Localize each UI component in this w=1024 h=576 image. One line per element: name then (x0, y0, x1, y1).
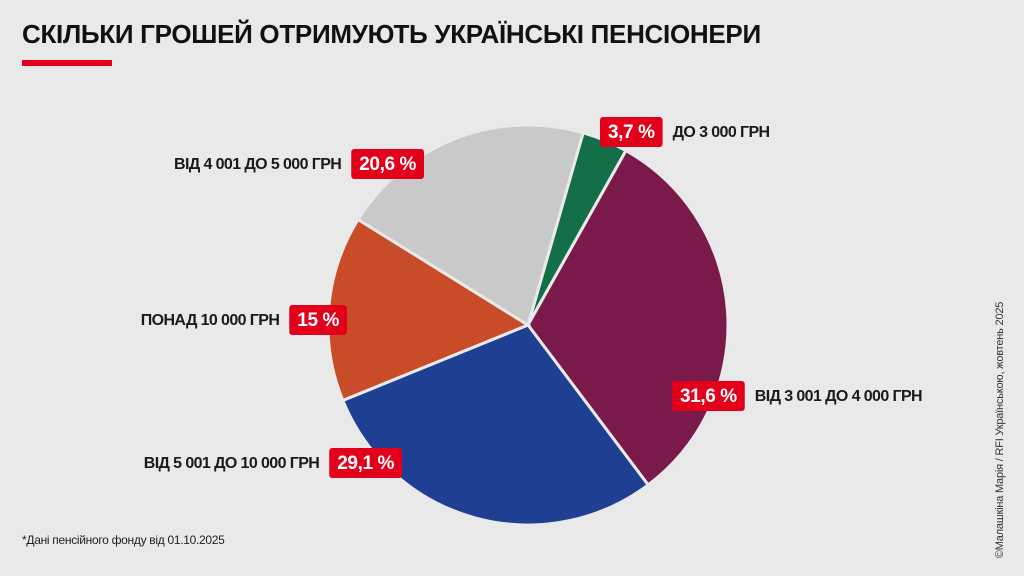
category-label: ВІД 3 001 ДО 4 000 ГРН (755, 388, 922, 405)
chart-title: СКІЛЬКИ ГРОШЕЙ ОТРИМУЮТЬ УКРАЇНСЬКІ ПЕНС… (22, 19, 761, 49)
value-label: 3,7 % (608, 122, 655, 143)
value-label: 31,6 % (680, 386, 737, 407)
value-label: 29,1 % (337, 453, 394, 474)
value-label-box (351, 149, 424, 179)
category-label: ДО 3 000 ГРН (673, 124, 770, 141)
value-label-box (600, 117, 663, 147)
category-label: ПОНАД 10 000 ГРН (141, 312, 280, 329)
footnote: *Дані пенсійного фонду від 01.10.2025 (22, 533, 225, 547)
value-label: 15 % (297, 310, 339, 331)
credit: ©Малашкіна Марія / RFI Українською, жовт… (994, 302, 1006, 558)
category-label: ВІД 4 001 ДО 5 000 ГРН (174, 156, 341, 173)
value-label-box (329, 448, 402, 478)
category-label: ВІД 5 001 ДО 10 000 ГРН (144, 455, 320, 472)
pie-slice (340, 323, 651, 527)
value-label-box (289, 305, 347, 335)
title-underline (22, 60, 112, 66)
value-label: 20,6 % (359, 154, 416, 175)
value-label-box (672, 381, 745, 411)
